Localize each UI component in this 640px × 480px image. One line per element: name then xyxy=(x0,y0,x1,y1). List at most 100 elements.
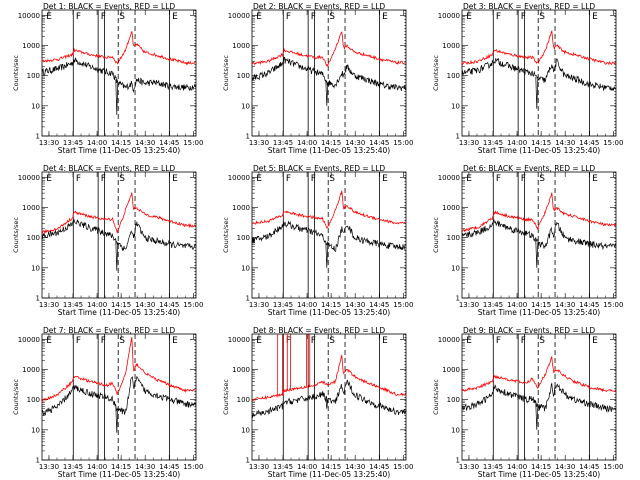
plot-frame xyxy=(461,171,617,299)
marker-label: E xyxy=(46,174,52,184)
panel-title: Det 5: BLACK = Events, RED = LLD xyxy=(253,164,385,173)
marker-label: F xyxy=(286,12,291,22)
marker-label: E xyxy=(382,12,388,22)
marker-label: F xyxy=(101,12,106,22)
y-axis-label: Counts/sec xyxy=(222,55,230,91)
events-series xyxy=(41,219,197,252)
x-tick-label: 14:45 xyxy=(579,463,599,471)
plot-frame xyxy=(461,333,617,461)
panel-title: Det 1: BLACK = Events, RED = LLD xyxy=(43,2,175,11)
x-tick-label: 15:00 xyxy=(183,301,203,309)
y-tick-label: 10000 xyxy=(228,174,250,182)
y-axis-label: Counts/sec xyxy=(432,379,440,415)
x-tick-label: 13:45 xyxy=(483,139,503,147)
plot-frame xyxy=(251,333,407,461)
y-tick-label: 100 xyxy=(27,234,40,242)
marker-label: F xyxy=(76,12,81,22)
panel-title: Det 7: BLACK = Events, RED = LLD xyxy=(43,326,175,335)
y-tick-label: 1000 xyxy=(442,42,460,50)
panel-det-9: Det 9: BLACK = Events, RED = LLD 1 10 100 10… xyxy=(432,326,623,479)
plot-frame xyxy=(41,171,197,299)
panel-det-1: Det 1: BLACK = Events, RED = LLD 1 10 100 10… xyxy=(12,2,203,155)
x-tick-label: 14:30 xyxy=(555,301,575,309)
y-tick-label: 10 xyxy=(241,426,250,434)
marker-label: E xyxy=(592,12,598,22)
lld-series xyxy=(41,192,196,235)
lld-series xyxy=(251,353,406,402)
panel-det-8: Det 8: BLACK = Events, RED = LLD 1 10 100 10… xyxy=(222,326,413,479)
y-tick-label: 100 xyxy=(447,396,460,404)
x-tick-label: 13:45 xyxy=(273,139,293,147)
x-tick-label: 15:00 xyxy=(393,463,413,471)
x-tick-label: 13:45 xyxy=(63,301,83,309)
marker-label: E xyxy=(256,174,262,184)
y-tick-label: 1 xyxy=(456,295,460,303)
x-tick-label: 14:00 xyxy=(297,301,317,309)
events-dip xyxy=(535,403,539,430)
x-tick-label: 14:15 xyxy=(321,463,341,471)
y-tick-label: 10 xyxy=(451,264,460,272)
y-tick-label: 1000 xyxy=(22,366,40,374)
events-dip xyxy=(115,405,119,433)
marker-label: E xyxy=(466,174,472,184)
y-tick-label: 100 xyxy=(447,234,460,242)
x-axis-label: Start Time (11-Dec-05 13:25:40) xyxy=(268,308,390,317)
plot-frame xyxy=(41,333,197,461)
x-tick-label: 14:30 xyxy=(345,463,365,471)
y-tick-label: 10000 xyxy=(228,336,250,344)
x-axis-label: Start Time (11-Dec-05 13:25:40) xyxy=(58,308,180,317)
y-tick-label: 10 xyxy=(241,102,250,110)
y-axis-label: Counts/sec xyxy=(222,379,230,415)
x-tick-label: 14:30 xyxy=(555,463,575,471)
x-tick-label: 14:15 xyxy=(111,463,131,471)
panel-title: Det 8: BLACK = Events, RED = LLD xyxy=(253,326,385,335)
marker-label: E xyxy=(172,12,178,22)
x-axis-label: Start Time (11-Dec-05 13:25:40) xyxy=(478,470,600,479)
x-tick-label: 13:45 xyxy=(273,301,293,309)
marker-label: F xyxy=(286,336,291,346)
y-axis-label: Counts/sec xyxy=(432,217,440,253)
lld-spike xyxy=(277,334,283,396)
marker-label: E xyxy=(592,174,598,184)
x-tick-label: 13:30 xyxy=(459,301,479,309)
x-tick-label: 14:45 xyxy=(369,463,389,471)
marker-label: F xyxy=(76,336,81,346)
x-tick-label: 15:00 xyxy=(393,139,413,147)
y-axis-label: Counts/sec xyxy=(12,379,20,415)
x-tick-label: 13:30 xyxy=(459,139,479,147)
events-series xyxy=(461,57,617,92)
y-tick-label: 1000 xyxy=(232,204,250,212)
lld-series xyxy=(461,192,616,233)
events-series xyxy=(41,375,197,416)
y-axis-label: Counts/sec xyxy=(432,55,440,91)
marker-label: S xyxy=(539,336,545,346)
x-tick-label: 14:00 xyxy=(87,139,107,147)
panel-title: Det 3: BLACK = Events, RED = LLD xyxy=(463,2,595,11)
y-tick-label: 1000 xyxy=(232,366,250,374)
y-tick-label: 10 xyxy=(451,426,460,434)
y-tick-label: 10000 xyxy=(438,336,460,344)
x-tick-label: 14:45 xyxy=(369,139,389,147)
events-dip xyxy=(535,240,539,268)
marker-label: S xyxy=(329,174,335,184)
marker-label: E xyxy=(256,336,262,346)
events-dip xyxy=(325,397,329,409)
x-tick-label: 14:30 xyxy=(345,139,365,147)
y-tick-label: 10000 xyxy=(228,12,250,20)
marker-label: F xyxy=(311,174,316,184)
x-tick-label: 14:00 xyxy=(87,301,107,309)
lld-spike xyxy=(286,334,291,390)
x-tick-label: 13:30 xyxy=(249,301,269,309)
panel-det-7: Det 7: BLACK = Events, RED = LLD 1 10 100 10… xyxy=(12,326,203,479)
marker-label: E xyxy=(46,336,52,346)
x-tick-label: 15:00 xyxy=(603,463,623,471)
x-axis-label: Start Time (11-Dec-05 13:25:40) xyxy=(58,470,180,479)
events-dip xyxy=(115,79,119,115)
x-tick-label: 14:30 xyxy=(345,301,365,309)
y-tick-label: 1 xyxy=(36,295,40,303)
x-tick-label: 14:45 xyxy=(369,301,389,309)
plot-frame xyxy=(251,171,407,299)
x-tick-label: 13:45 xyxy=(273,463,293,471)
panel-title: Det 6: BLACK = Events, RED = LLD xyxy=(463,164,595,173)
